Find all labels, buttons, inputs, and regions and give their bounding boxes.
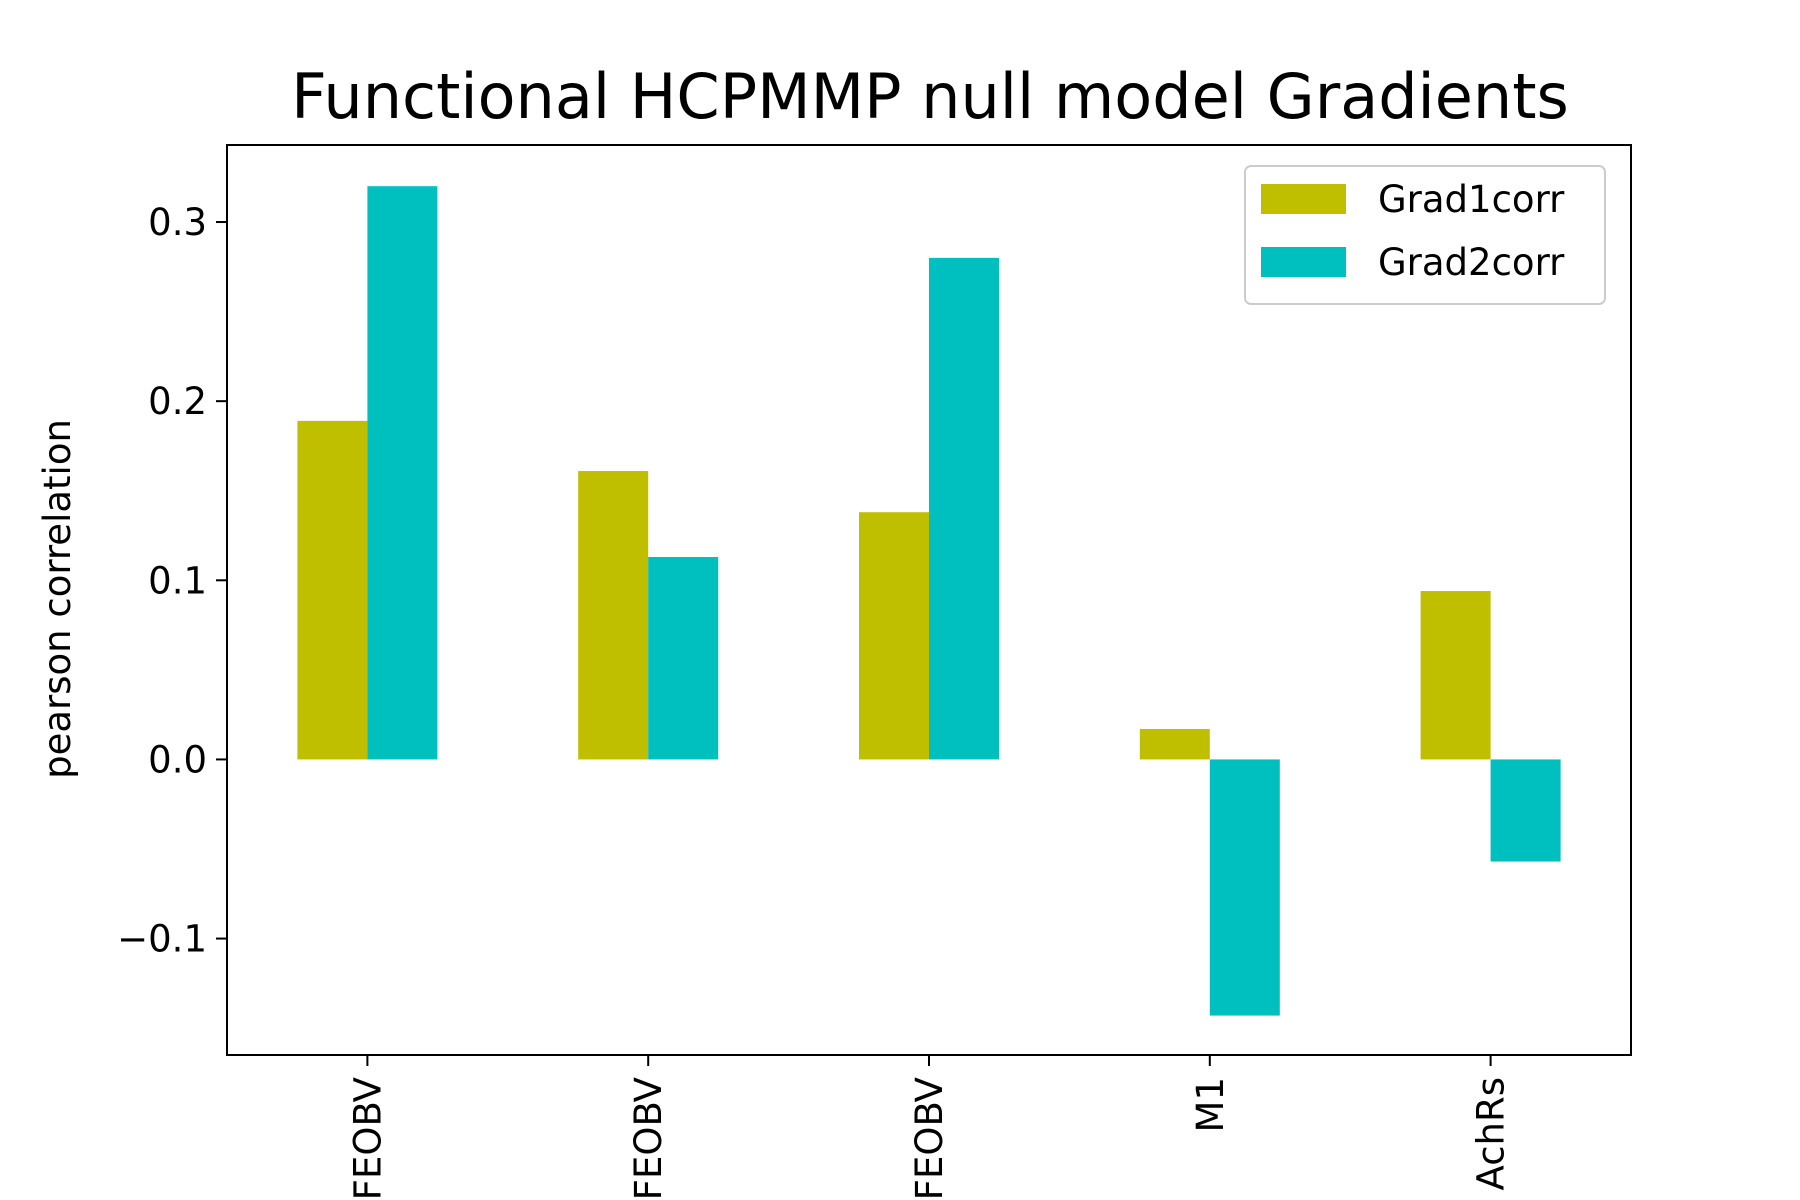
y-tick-label: 0.3 <box>148 201 207 244</box>
y-axis-label: pearson correlation <box>36 419 79 779</box>
x-tick-label: FEOBV <box>346 1077 389 1200</box>
legend-swatch-grad2corr <box>1261 247 1346 277</box>
bar-grad2corr-4 <box>1209 759 1280 1016</box>
bar-grad1corr-1 <box>297 420 368 760</box>
legend-label-grad2corr: Grad2corr <box>1378 241 1565 284</box>
bar-grad2corr-2 <box>648 557 719 760</box>
bars-group <box>297 186 1561 1016</box>
legend-swatch-grad1corr <box>1261 184 1346 214</box>
bar-grad2corr-3 <box>929 257 999 760</box>
bar-grad1corr-3 <box>859 512 929 760</box>
x-tick-label: FEOBV <box>627 1077 670 1200</box>
y-tick-label: 0.0 <box>148 738 207 781</box>
x-tick-label: M1 <box>1189 1077 1232 1132</box>
y-axis-ticks: −0.1 0.0 0.1 0.2 0.3 <box>117 201 227 961</box>
x-tick-label: FEOBV <box>908 1077 951 1200</box>
bar-grad1corr-2 <box>578 471 649 760</box>
bar-grad2corr-1 <box>367 186 438 760</box>
legend: Grad1corr Grad2corr <box>1244 165 1606 305</box>
legend-label-grad1corr: Grad1corr <box>1378 178 1565 221</box>
x-tick-label: AchRs <box>1470 1077 1513 1190</box>
plot-frame <box>226 144 1632 1056</box>
bar-grad2corr-5 <box>1490 759 1561 862</box>
y-tick-label: 0.2 <box>148 380 207 423</box>
y-tick-label: 0.1 <box>148 559 207 602</box>
chart-title: Functional HCPMMP null model Gradients <box>291 60 1569 133</box>
x-axis-ticks: FEOBV FEOBV FEOBV M1 AchRs <box>346 1055 1513 1200</box>
bar-grad1corr-5 <box>1420 591 1491 760</box>
bar-grad1corr-4 <box>1139 728 1210 760</box>
y-tick-label: −0.1 <box>117 918 207 961</box>
